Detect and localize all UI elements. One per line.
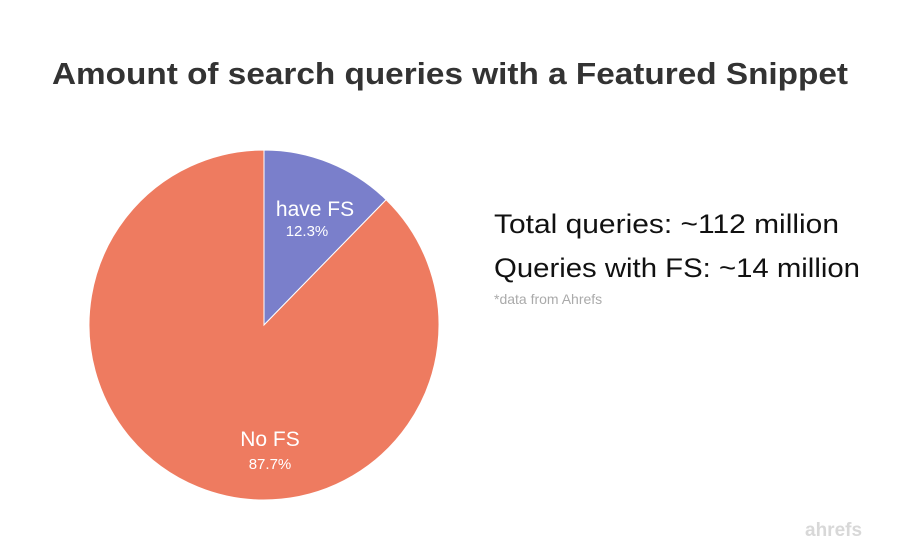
pie-slice-no-fs: [88, 149, 440, 501]
slice-label-have-fs: have FS: [276, 198, 354, 221]
slice-value-have-fs: 12.3%: [286, 223, 329, 240]
queries-with-fs-text: Queries with FS: ~14 million: [494, 253, 860, 283]
slice-label-no-fs: No FS: [240, 428, 300, 451]
total-queries-text: Total queries: ~112 million: [494, 209, 839, 239]
ahrefs-logo: ahrefs: [805, 520, 862, 541]
source-note: *data from Ahrefs: [494, 291, 602, 307]
pie-slice-have-fs: [263, 149, 387, 327]
slice-value-no-fs: 87.7%: [249, 456, 292, 473]
chart-title: Amount of search queries with a Featured…: [52, 56, 848, 91]
pie: [88, 149, 440, 501]
